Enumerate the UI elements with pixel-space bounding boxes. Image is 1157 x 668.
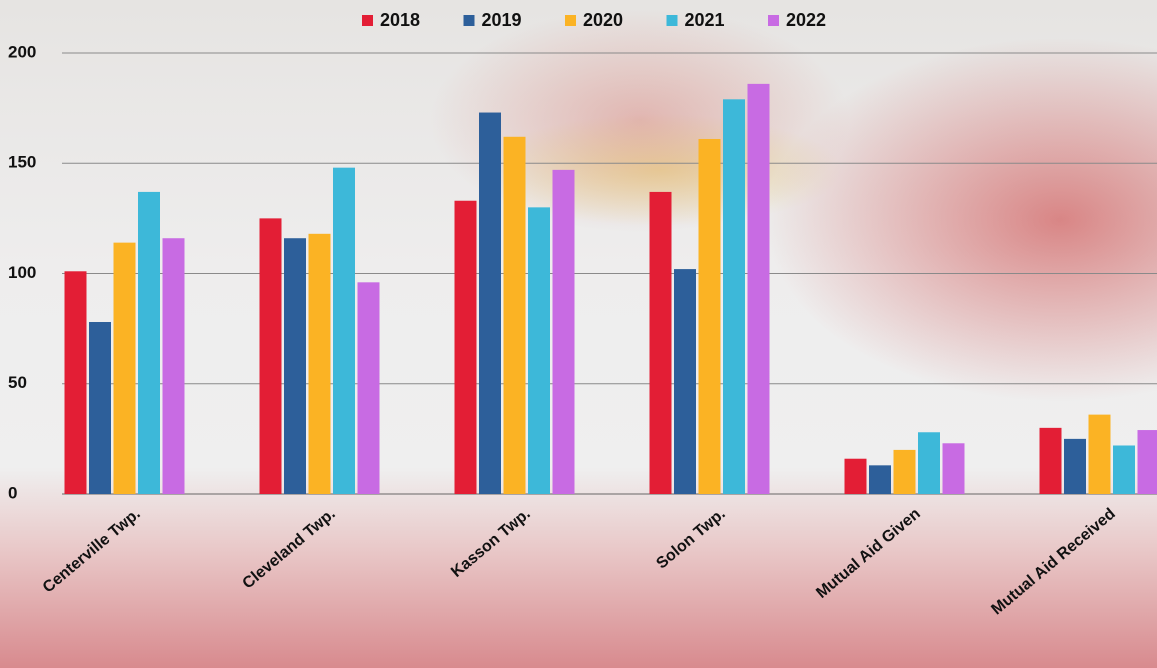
bar [894,450,916,494]
x-tick-label: Cleveland Twp. [240,505,339,592]
bar [1089,415,1111,494]
legend-label: 2019 [482,10,522,30]
bar [748,84,770,494]
bar [553,170,575,494]
bar [845,459,867,494]
x-tick-label: Kasson Twp. [448,505,534,581]
x-tick-label: Solon Twp. [653,505,728,572]
bar [674,269,696,494]
legend-swatch [667,15,678,26]
bar [723,99,745,494]
legend-swatch [768,15,779,26]
bar [1138,430,1157,494]
bar [309,234,331,494]
bar [138,192,160,494]
y-tick-label: 100 [8,263,36,282]
bar [479,113,501,494]
legend-swatch [464,15,475,26]
bar [284,238,306,494]
bar [943,443,965,494]
bar [65,271,87,494]
legend-label: 2018 [380,10,420,30]
bar [650,192,672,494]
y-tick-label: 200 [8,42,36,61]
y-tick-label: 150 [8,153,36,172]
bar [869,465,891,494]
bar [699,139,721,494]
legend-swatch [565,15,576,26]
y-tick-label: 50 [8,373,27,392]
bar [1040,428,1062,494]
x-tick-label: Mutual Aid Received [988,505,1118,618]
bar [1113,445,1135,494]
legend-label: 2022 [786,10,826,30]
legend-swatch [362,15,373,26]
legend-label: 2021 [685,10,725,30]
bar [455,201,477,494]
legend-label: 2020 [583,10,623,30]
bar [358,282,380,494]
y-tick-label: 0 [8,483,17,502]
chart: 0 50 100 150 200 2018 2019 2020 2021 2022 Centervi… [0,0,1157,668]
bar [333,168,355,494]
x-tick-label: Centerville Twp. [40,505,144,596]
bar [260,218,282,494]
bar [89,322,111,494]
bar [1064,439,1086,494]
bar [114,243,136,494]
bar [163,238,185,494]
bar [504,137,526,494]
x-tick-label: Mutual Aid Given [813,505,924,602]
bar [528,207,550,494]
page: 0 50 100 150 200 2018 2019 2020 2021 2022 Centervi… [0,0,1157,668]
bar [918,432,940,494]
